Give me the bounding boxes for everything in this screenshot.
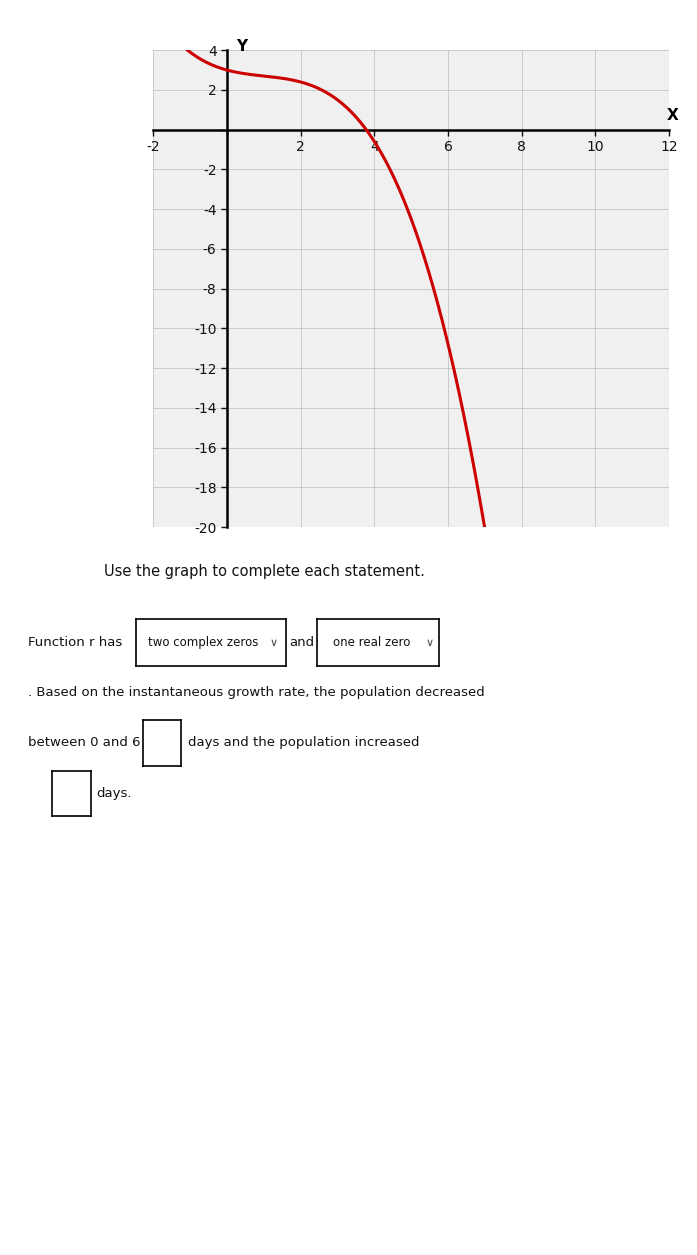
- Text: X: X: [667, 108, 679, 123]
- Text: Y: Y: [236, 39, 247, 54]
- Text: one real zero: one real zero: [333, 636, 411, 649]
- Text: Function r has: Function r has: [28, 636, 122, 649]
- Text: ∨: ∨: [425, 638, 434, 648]
- Text: days and the population increased: days and the population increased: [188, 737, 420, 749]
- Text: . Based on the instantaneous growth rate, the population decreased: . Based on the instantaneous growth rate…: [28, 686, 484, 699]
- Text: Use the graph to complete each statement.: Use the graph to complete each statement…: [105, 563, 425, 579]
- Text: two complex zeros: two complex zeros: [148, 636, 259, 649]
- Text: ∨: ∨: [270, 638, 278, 648]
- Text: days.: days.: [96, 787, 132, 799]
- Text: and: and: [289, 636, 314, 649]
- Text: between 0 and 6: between 0 and 6: [28, 737, 140, 749]
- Text: ←: ←: [22, 783, 38, 803]
